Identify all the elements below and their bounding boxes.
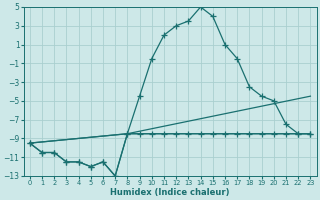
X-axis label: Humidex (Indice chaleur): Humidex (Indice chaleur) xyxy=(110,188,230,197)
